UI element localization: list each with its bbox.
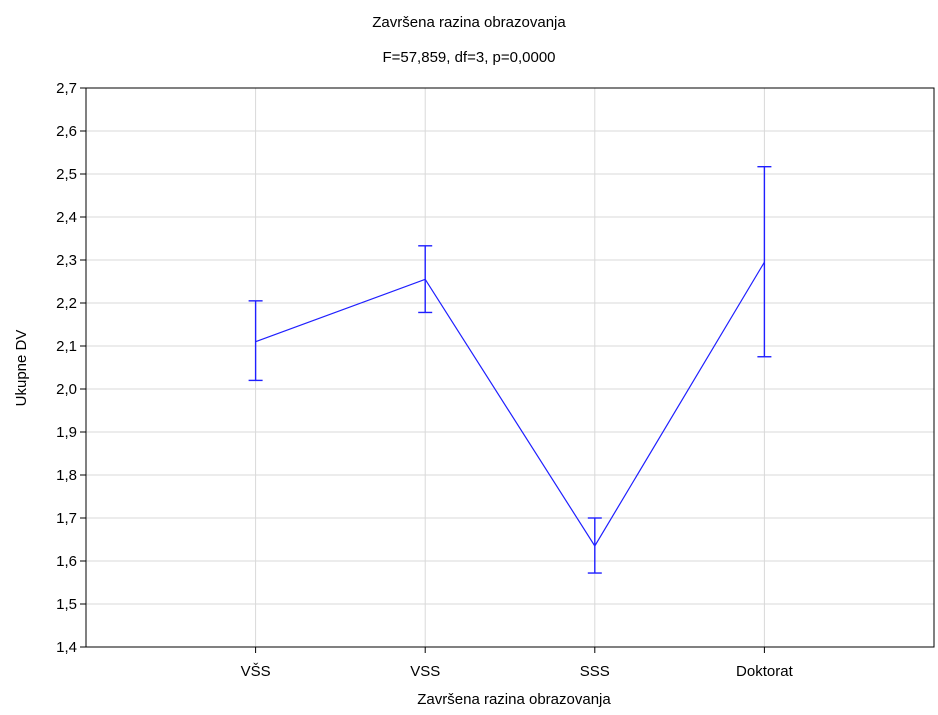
error-bar — [587, 517, 602, 574]
y-tick-label: 1,6 — [56, 553, 77, 570]
x-tick-label: SSS — [580, 663, 610, 680]
y-tick-label: 2,3 — [56, 252, 77, 269]
y-tick-label: 1,4 — [56, 639, 77, 656]
grid — [86, 88, 934, 647]
error-bar — [757, 165, 772, 358]
plot-frame — [85, 87, 935, 648]
series-line-path — [255, 261, 765, 548]
y-tick-label: 2,2 — [56, 295, 77, 312]
x-tick-label: VSS — [410, 663, 440, 680]
y-axis-title: Ukupne DV — [13, 330, 30, 407]
y-tick-label: 2,7 — [56, 80, 77, 97]
chart-title: Završena razina obrazovanja — [372, 14, 566, 31]
chart-subtitle: F=57,859, df=3, p=0,0000 — [382, 49, 555, 66]
y-tick-label: 2,0 — [56, 381, 77, 398]
x-tick-label: VŠS — [241, 663, 271, 680]
y-tick-label: 1,9 — [56, 424, 77, 441]
y-tick-label: 1,7 — [56, 510, 77, 527]
x-axis-title: Završena razina obrazovanja — [417, 691, 611, 708]
error-bar — [248, 300, 263, 382]
y-tick-label: 1,8 — [56, 467, 77, 484]
y-tick-label: 2,6 — [56, 123, 77, 140]
y-tick-label: 2,5 — [56, 166, 77, 183]
error-bars — [248, 165, 772, 574]
y-tick-label: 2,4 — [56, 209, 77, 226]
error-bar — [418, 245, 433, 314]
y-axis-ticks: 1,4 1,5 1,6 1,7 1,8 1,9 2,0 2,1 2,2 2,3 2,4 2,5 2,6 2… — [56, 80, 86, 656]
x-axis-ticks: VŠS VSS SSS Doktorat — [241, 647, 794, 680]
x-tick-label: Doktorat — [736, 663, 794, 680]
y-tick-label: 2,1 — [56, 338, 77, 355]
y-tick-label: 1,5 — [56, 596, 77, 613]
series-line — [255, 261, 765, 548]
